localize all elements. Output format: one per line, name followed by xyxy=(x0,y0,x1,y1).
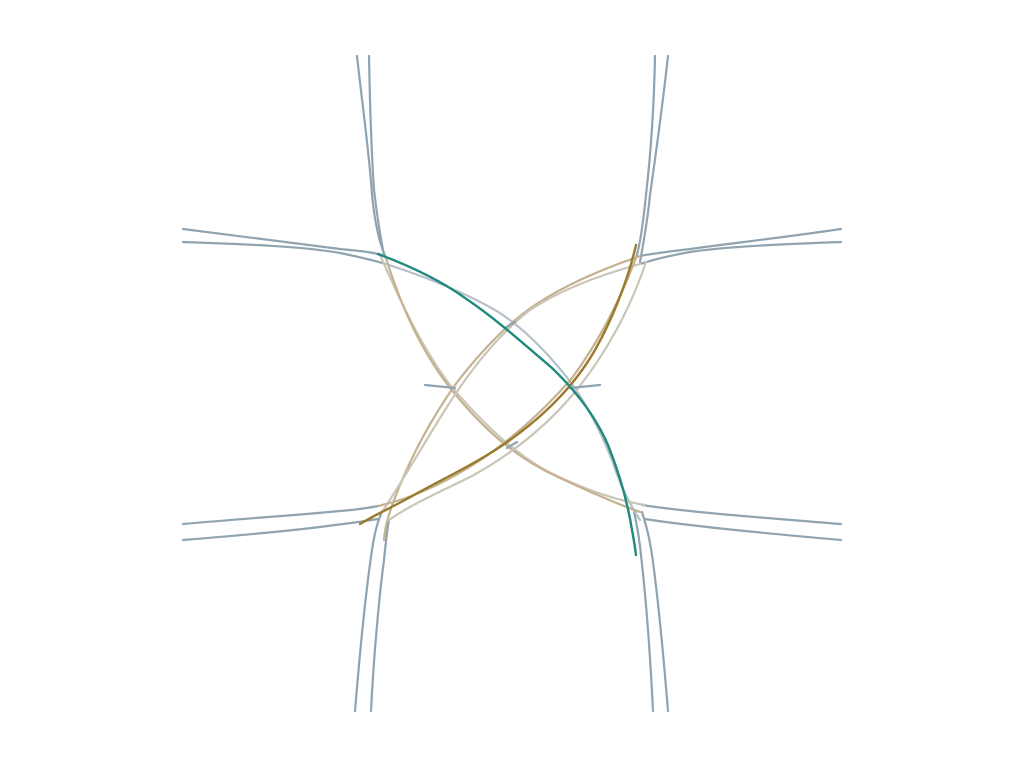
arm-bottom-right-outer xyxy=(632,510,655,713)
gold-connector xyxy=(358,243,638,526)
connector-nw-se-b xyxy=(378,253,647,507)
arm-right-lower-outer xyxy=(640,503,843,526)
center-stub-top xyxy=(503,320,517,330)
arm-left-lower-outer xyxy=(181,504,380,526)
arm-right-upper-outer xyxy=(638,227,843,258)
arm-top-right-outer xyxy=(634,54,657,260)
connector-ne-sw-d xyxy=(387,260,648,522)
center-stub-left xyxy=(423,383,457,390)
arm-top-left-inner xyxy=(367,54,386,257)
connector-ne-sw-a xyxy=(382,254,642,542)
connector-ne-sw-c xyxy=(376,256,638,508)
arm-right-upper-inner xyxy=(638,240,843,266)
arm-left-upper-inner xyxy=(181,240,388,266)
teal-connector xyxy=(376,252,638,557)
approach-arms xyxy=(181,54,843,713)
arm-bottom-left-outer xyxy=(353,510,384,713)
center-stub-right xyxy=(568,383,602,390)
connector-nw-se-c xyxy=(384,256,642,514)
highlighted-paths xyxy=(358,243,638,557)
arm-bottom-left-inner xyxy=(369,518,391,713)
connector-nw-se-a xyxy=(384,262,642,522)
arm-top-left-outer xyxy=(355,54,388,260)
interior-connectors xyxy=(376,253,648,542)
arm-top-right-inner xyxy=(638,54,670,264)
center-stub-bottom xyxy=(505,440,519,450)
arm-bottom-right-inner xyxy=(640,510,670,713)
arm-right-lower-inner xyxy=(643,517,843,542)
connector-ne-sw-b xyxy=(380,262,642,514)
arm-left-upper-outer xyxy=(181,227,384,257)
